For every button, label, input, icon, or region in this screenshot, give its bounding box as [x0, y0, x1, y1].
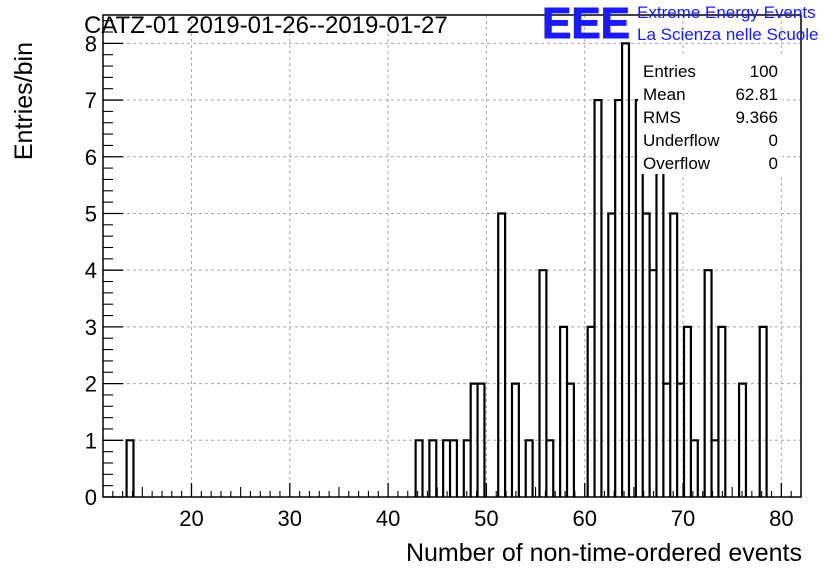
stats-value: 0 — [769, 131, 778, 150]
histogram-bin — [712, 440, 719, 497]
histogram-bin — [760, 327, 767, 497]
x-tick-label: 20 — [179, 506, 203, 531]
histogram-bin — [705, 270, 712, 497]
histogram-bin — [560, 327, 567, 497]
stats-value: 100 — [750, 62, 778, 81]
histogram-bin — [622, 43, 629, 497]
histogram-bin — [615, 100, 622, 497]
y-tick-labels: 0 1 2 3 4 5 6 7 8 — [85, 31, 97, 510]
x-tick-labels: 20 30 40 50 60 70 80 — [179, 506, 793, 531]
histogram-bin — [416, 440, 423, 497]
x-axis-label: Number of non-time-ordered events — [406, 539, 802, 567]
histogram-bin — [670, 213, 677, 497]
y-tick-label: 8 — [85, 31, 97, 56]
y-tick-label: 1 — [85, 428, 97, 453]
stats-value: 62.81 — [735, 85, 778, 104]
axis-ticks — [102, 20, 802, 498]
stats-label: Overflow — [643, 154, 711, 173]
eee-logo: EEE Extreme Energy Events La Scienza nel… — [542, 0, 819, 49]
stats-label: Underflow — [643, 131, 720, 150]
y-tick-label: 6 — [85, 145, 97, 170]
y-axis-label: Entries/bin — [10, 42, 38, 160]
y-tick-label: 7 — [85, 88, 97, 113]
y-tick-label: 5 — [85, 201, 97, 226]
histogram-bin — [663, 384, 670, 497]
x-tick-label: 60 — [572, 506, 596, 531]
y-tick-label: 3 — [85, 315, 97, 340]
stats-box: Entries 100 Mean 62.81 RMS 9.366 Underflow 0 Ove… — [638, 57, 782, 174]
histogram-bin — [526, 440, 533, 497]
x-tick-label: 80 — [769, 506, 793, 531]
stats-value: 0 — [769, 154, 778, 173]
x-tick-label: 30 — [278, 506, 302, 531]
histogram-outline — [125, 42, 768, 497]
chart-title: CATZ-01 2019-01-26--2019-01-27 — [84, 12, 448, 39]
histogram-bin — [588, 327, 595, 497]
stats-label: Mean — [643, 85, 686, 104]
eee-logo-line1: Extreme Energy Events — [637, 3, 816, 22]
histogram-bin — [512, 384, 519, 497]
histogram-bin — [684, 327, 691, 497]
histogram-bin — [127, 440, 134, 497]
histogram-bin — [650, 270, 657, 497]
histogram-bin — [450, 440, 457, 497]
stats-label: Entries — [643, 62, 696, 81]
histogram-bin — [539, 270, 546, 497]
histogram-bin — [498, 213, 505, 497]
histogram-bin — [718, 327, 725, 497]
eee-logo-mark: EEE — [542, 0, 630, 48]
x-tick-label: 50 — [474, 506, 498, 531]
y-tick-label: 4 — [85, 258, 97, 283]
histogram-bin — [478, 384, 485, 497]
eee-logo-line2: La Scienza nelle Scuole — [637, 25, 818, 44]
histogram-bin — [643, 213, 650, 497]
histogram-bin — [546, 440, 553, 497]
histogram-bin — [656, 157, 663, 497]
stats-box-background — [638, 57, 782, 174]
histogram-bin — [691, 440, 698, 497]
y-tick-label: 0 — [85, 485, 97, 510]
histogram-bin — [471, 384, 478, 497]
stats-value: 9.366 — [735, 108, 778, 127]
histogram-bin — [429, 440, 436, 497]
histogram-bin — [443, 440, 450, 497]
y-tick-label: 2 — [85, 372, 97, 397]
histogram-bin — [739, 384, 746, 497]
histogram-bin — [677, 384, 684, 497]
histogram-bin — [595, 100, 602, 497]
histogram-bin — [464, 440, 471, 497]
histogram-bin — [567, 384, 574, 497]
stats-label: RMS — [643, 108, 681, 127]
plot-frame — [102, 14, 802, 498]
x-tick-label: 70 — [671, 506, 695, 531]
x-tick-label: 40 — [376, 506, 400, 531]
histogram-bin — [608, 213, 615, 497]
